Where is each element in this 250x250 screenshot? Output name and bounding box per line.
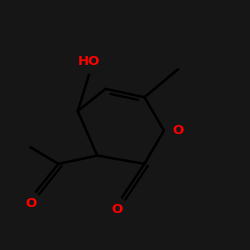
Text: O: O bbox=[111, 203, 122, 216]
Text: HO: HO bbox=[78, 55, 100, 68]
Text: O: O bbox=[172, 124, 184, 137]
Text: O: O bbox=[25, 197, 36, 210]
